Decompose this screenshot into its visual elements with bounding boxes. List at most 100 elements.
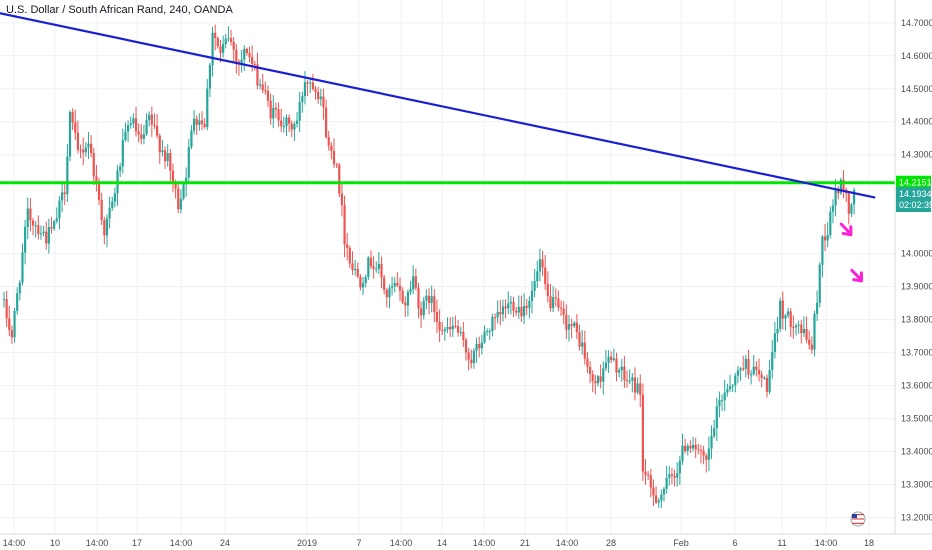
time-tick-label: 14:00 [390, 538, 413, 548]
candle-down [684, 445, 687, 451]
candle-down [456, 326, 460, 333]
candle-up [126, 125, 130, 132]
candle-down [464, 339, 468, 353]
candle-up [665, 477, 668, 489]
candle-up [258, 84, 262, 86]
candle-down [261, 84, 264, 91]
candle-up [567, 324, 571, 330]
current-price-tag [896, 187, 931, 213]
time-tick-label: 7 [356, 538, 361, 548]
candle-down [288, 117, 291, 124]
descending-trendline[interactable] [0, 1, 876, 199]
candle-down [565, 314, 568, 330]
candle-up [190, 130, 193, 147]
down-arrow-icon[interactable] [849, 267, 865, 284]
candle-up [84, 147, 87, 153]
price-tick-label: 14.60000 [901, 51, 932, 61]
time-tick-label: Feb [673, 538, 689, 548]
candle-up [631, 377, 634, 381]
candle-up [425, 295, 428, 301]
candle-down [401, 290, 404, 303]
candle-down [50, 227, 53, 229]
candle-down [404, 302, 407, 306]
candle-down [322, 96, 325, 108]
candle-down [219, 46, 222, 53]
candle-up [768, 370, 771, 392]
candle-down [420, 308, 423, 316]
candle-down [673, 475, 676, 478]
candle-up [451, 325, 454, 330]
candle-up [121, 140, 124, 167]
candle-up [784, 315, 787, 319]
candle-down [610, 356, 613, 361]
candle-down [641, 394, 644, 472]
candle-up [507, 303, 510, 309]
candle-down [82, 149, 85, 153]
candle-up [161, 150, 164, 153]
candle-up [707, 448, 710, 460]
candle-up [198, 120, 201, 125]
candle-down [274, 107, 278, 110]
candle-down [433, 296, 436, 313]
candle-up [60, 192, 64, 201]
candle-up [517, 306, 520, 313]
candle-down [755, 366, 758, 370]
support-price-tag-text: 14.21510 [899, 178, 932, 188]
down-arrow-icon[interactable] [839, 221, 855, 238]
candle-down [163, 150, 167, 162]
candle-down [214, 32, 217, 39]
candle-down [280, 120, 283, 127]
candle-down [705, 455, 708, 460]
candle-down [95, 176, 98, 182]
time-tick-label: 6 [732, 538, 737, 548]
candle-down [369, 257, 373, 267]
time-axis[interactable]: 14:00 10 14:00 17 14:00 24 2019 7 14:00 14 14:00 21… [0, 533, 932, 548]
candle-up [734, 375, 737, 386]
candle-down [338, 164, 341, 194]
candle-down [757, 369, 761, 375]
candle-down [380, 263, 383, 278]
candle-up [443, 329, 446, 332]
candle-down [697, 449, 700, 451]
candle-up [430, 296, 433, 304]
candle-up [446, 326, 449, 330]
candle-down [5, 299, 8, 319]
candle-down [594, 380, 597, 384]
candle-down [702, 450, 705, 456]
candles[interactable] [2, 24, 856, 509]
candle-up [728, 386, 732, 390]
candle-down [290, 123, 293, 130]
candle-up [713, 428, 716, 436]
drawings[interactable] [0, 1, 895, 527]
candle-up [522, 305, 526, 317]
candle-up [185, 177, 188, 185]
candle-down [45, 231, 48, 244]
candle-down [74, 122, 77, 133]
candle-up [240, 59, 243, 64]
candle-down [557, 298, 560, 308]
candle-down [633, 377, 637, 393]
economic-event-flag-icon[interactable] [850, 511, 866, 527]
candle-down [346, 244, 349, 248]
candle-up [715, 406, 718, 429]
flag-stripe [852, 522, 864, 524]
candle-down [499, 312, 502, 315]
price-axis[interactable]: 14.70000 14.60000 14.50000 14.40000 14.30000… [894, 0, 932, 534]
time-tick-label: 14:00 [86, 538, 109, 548]
candle-down [578, 332, 581, 347]
candle-up [636, 383, 639, 393]
candle-down [417, 287, 420, 309]
candle-up [528, 300, 531, 308]
candle-up [657, 500, 660, 503]
candle-down [158, 135, 161, 153]
candle-down [174, 182, 177, 189]
candle-up [393, 283, 396, 287]
time-tick-label: 17 [132, 538, 142, 548]
candle-down [396, 283, 399, 286]
candle-up [319, 96, 322, 100]
time-tick-label: 10 [50, 538, 60, 548]
candle-up [182, 184, 185, 199]
candle-down [810, 344, 813, 350]
candle-down [449, 326, 452, 330]
